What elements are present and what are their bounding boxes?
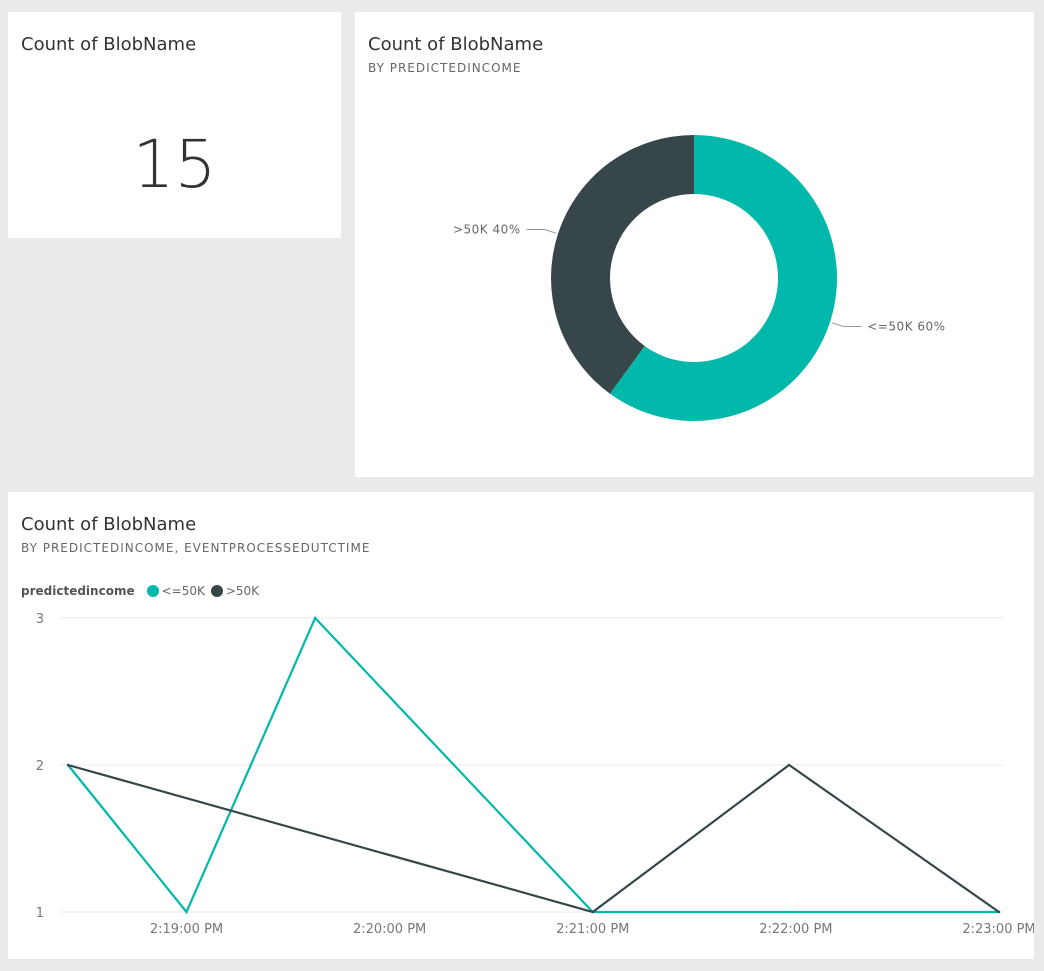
donut-chart-subtitle: BY PREDICTEDINCOME [368,61,522,75]
legend-dot-le50k [146,585,159,597]
series-line-le50k [67,616,999,915]
x-tick-label: 2:19:00 PM [150,922,223,937]
donut-data-label: <=50K 60% [867,320,945,334]
x-tick-label: 2:22:00 PM [759,922,832,937]
card-value: 15 [132,126,217,203]
line-chart-subtitle: BY PREDICTEDINCOME, EVENTPROCESSEDUTCTIM… [21,541,371,555]
donut-chart-tile[interactable]: Count of BlobName BY PREDICTEDINCOME <=5… [355,12,1034,477]
data-point-gt50k [66,763,70,767]
line-chart-title: Count of BlobName [21,514,197,535]
x-tick-label: 2:21:00 PM [556,922,629,937]
line-chart-tile[interactable]: Count of BlobName BY PREDICTEDINCOME, EV… [8,492,1034,959]
card-tile[interactable]: Count of BlobName 15 [8,12,341,238]
data-point-gt50k [997,910,1001,914]
data-point-le50k [787,910,791,914]
y-tick-label: 2 [36,759,44,774]
line-chart: 1 2 3 2:19:00 PM 2:20:00 PM 2:21:00 PM 2:22:00… [36,612,1034,937]
line-chart-legend: predictedincome <=50K >50K [21,582,265,600]
data-point-le50k [185,910,188,914]
data-point-le50k [313,616,317,620]
x-tick-label: 2:23:00 PM [962,922,1034,937]
donut-slice-50k [551,135,694,394]
donut-chart: <=50K 60% >50K 40% [453,135,945,421]
legend-title: predictedincome [21,584,135,598]
donut-chart-title: Count of BlobName [368,34,544,55]
donut-leader-line [831,322,862,328]
y-tick-label: 3 [36,612,44,627]
series-line-gt50k [67,763,1000,914]
card-title: Count of BlobName [21,34,197,55]
legend-item-gt50k[interactable]: >50K [210,584,260,598]
legend-dot-gt50k [210,585,223,597]
y-tick-label: 1 [36,906,44,921]
data-point-gt50k [591,910,594,914]
x-tick-label: 2:20:00 PM [353,922,426,937]
legend-item-le50k[interactable]: <=50K [146,584,205,598]
donut-leader-line [526,228,557,234]
donut-data-label: >50K 40% [453,222,521,236]
data-point-gt50k [787,763,791,767]
donut-slice-50k [609,135,837,421]
legend-label-le50k: <=50K [161,584,205,598]
legend-label-gt50k: >50K [225,584,260,598]
